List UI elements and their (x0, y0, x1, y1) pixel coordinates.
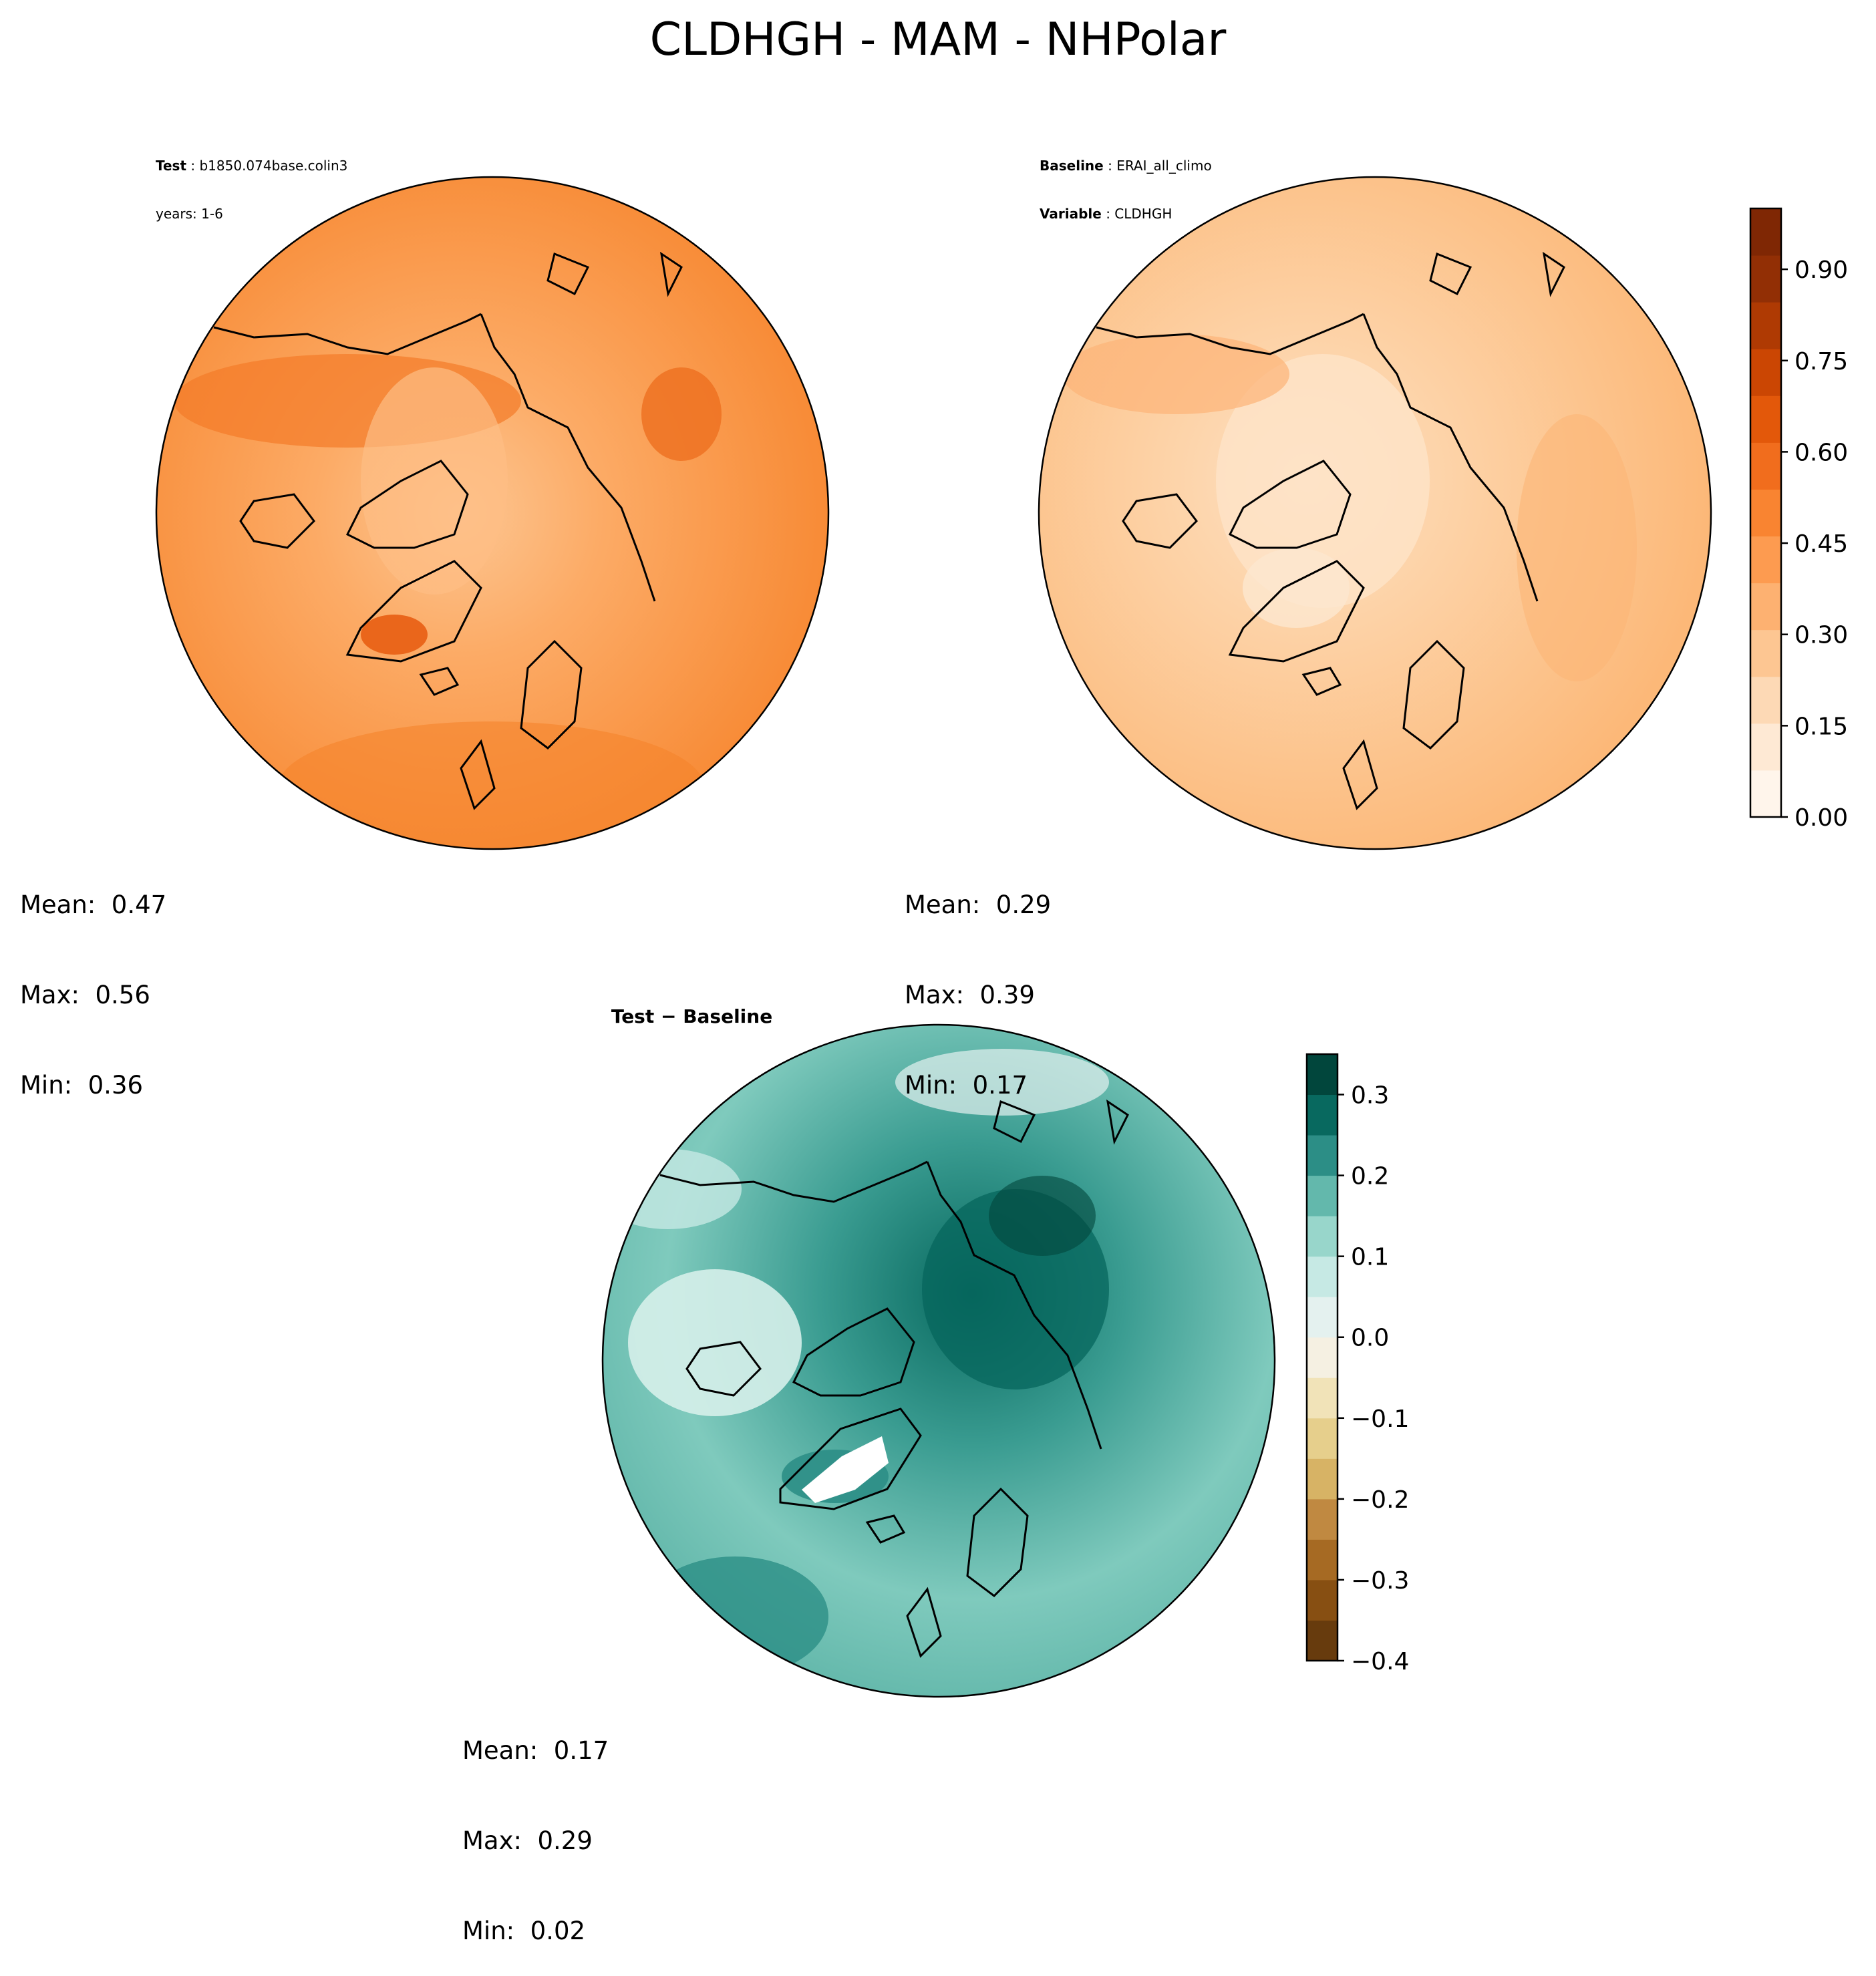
difference-map-background (603, 1025, 1275, 1697)
figure: CLDHGH - MAM - NHPolar (155, 13, 1848, 1698)
variable-header-sep: : (1101, 206, 1115, 222)
test-map-contours (174, 354, 722, 849)
colorbar-diff-segment (1307, 1094, 1338, 1136)
colorbar-main-tick-label: 0.30 (1794, 622, 1848, 649)
variable-header-value: CLDHGH (1114, 206, 1172, 222)
colorbar-diff-segment (1307, 1620, 1338, 1661)
colorbar-main-tick-label: 0.60 (1794, 439, 1848, 466)
colorbar-diff-tick-label: 0.1 (1351, 1244, 1389, 1271)
baseline-header-line-2: Variable : CLDHGH (1040, 206, 1212, 222)
colorbar-main-tick-label: 0.15 (1794, 713, 1848, 740)
colorbar-main-segment (1750, 489, 1781, 537)
colorbar-diff-segment (1307, 1256, 1338, 1297)
baseline-header: Baseline : ERAI_all_climo Variable : CLD… (1040, 126, 1212, 238)
baseline-map-panel (1038, 176, 1712, 850)
test-map-border (155, 176, 830, 850)
colorbar-diff-segment (1307, 1458, 1338, 1500)
colorbar-diff-segment (1307, 1498, 1338, 1540)
colorbar-main-segment (1750, 349, 1781, 396)
colorbar-diff-tick-label: 0.0 (1351, 1325, 1389, 1352)
baseline-min: Min: 0.17 (905, 1071, 1028, 1100)
baseline-map-border (1038, 176, 1712, 850)
colorbar-diff-segment (1307, 1418, 1338, 1459)
colorbar-diff-segment (1307, 1135, 1338, 1176)
baseline-map-contours (1062, 334, 1637, 681)
colorbar-diff-tick-label: 0.3 (1351, 1082, 1389, 1110)
colorbar-diff-segment (1307, 1579, 1338, 1621)
colorbar-main-segment (1750, 629, 1781, 677)
test-header-sep: : (186, 158, 200, 174)
colorbar-main-border (1749, 207, 1782, 818)
test-header: Test : b1850.074base.colin3 years: 1-6 (156, 126, 347, 238)
difference-mean: Mean: 0.17 (462, 1736, 609, 1765)
colorbar-diff-segment (1307, 1377, 1338, 1419)
baseline-coastlines (1096, 251, 1565, 810)
baseline-stats: Mean: 0.29 Max: 0.39 Min: 0.17 (905, 830, 1051, 1130)
test-max: Max: 0.56 (20, 981, 150, 1009)
colorbar-diff-segment (1307, 1054, 1338, 1096)
colorbar-diff-tick-label: 0.2 (1351, 1163, 1389, 1190)
test-stats: Mean: 0.47 Max: 0.56 Min: 0.36 (20, 830, 166, 1130)
colorbar-main-tick-label: 0.45 (1794, 530, 1848, 558)
test-mean: Mean: 0.47 (20, 890, 167, 919)
colorbar-diff-segment (1307, 1216, 1338, 1257)
colorbar-main-segment (1750, 395, 1781, 443)
colorbar-diff-segment (1307, 1175, 1338, 1216)
colorbar-diff-tick-label: −0.1 (1351, 1406, 1409, 1433)
difference-min: Min: 0.02 (462, 1917, 586, 1945)
colorbar-main-segment (1750, 302, 1781, 349)
difference-map-border (601, 1023, 1276, 1698)
colorbar-main-segment (1750, 255, 1781, 303)
test-header-line-1: Test : b1850.074base.colin3 (156, 158, 347, 174)
baseline-header-key: Baseline (1040, 158, 1104, 174)
colorbar-main-tick-label: 0.00 (1794, 804, 1848, 832)
colorbar-diff-tick-label: −0.2 (1351, 1486, 1409, 1514)
baseline-header-line-1: Baseline : ERAI_all_climo (1040, 158, 1212, 174)
test-map-panel (155, 176, 830, 850)
test-header-case: b1850.074base.colin3 (199, 158, 348, 174)
colorbar-diff-segment (1307, 1337, 1338, 1378)
figure-title: CLDHGH - MAM - NHPolar (650, 13, 1227, 66)
colorbar-difference: 0.3 0.2 0.1 0.0 −0.1 −0.2 −0.3 −0.4 (1305, 1053, 1409, 1675)
colorbar-main-tick-label: 0.75 (1794, 348, 1848, 375)
colorbar-diff-segment (1307, 1297, 1338, 1338)
colorbar-main-segment (1750, 723, 1781, 771)
test-coastlines (213, 251, 683, 810)
colorbar-main-tick-label: 0.90 (1794, 257, 1848, 284)
difference-stats: Mean: 0.17 Max: 0.29 Min: 0.02 (462, 1675, 609, 1976)
variable-header-key: Variable (1040, 206, 1102, 222)
difference-header: Test − Baseline (599, 985, 772, 1027)
baseline-mean: Mean: 0.29 (905, 890, 1052, 919)
colorbar-main-segment (1750, 208, 1781, 256)
difference-coastlines (659, 1099, 1129, 1658)
baseline-max: Max: 0.39 (905, 981, 1035, 1009)
colorbar-main-segment (1750, 770, 1781, 818)
colorbar-main-segment (1750, 442, 1781, 490)
colorbar-diff-border (1305, 1053, 1339, 1662)
baseline-header-case: ERAI_all_climo (1116, 158, 1212, 174)
colorbar-main: 0.00 0.15 0.30 0.45 0.60 0.75 0.90 (1749, 207, 1848, 832)
difference-header-label: Test − Baseline (611, 1005, 773, 1027)
test-header-line-2: years: 1-6 (156, 206, 223, 222)
colorbar-diff-tick-label: −0.3 (1351, 1567, 1409, 1595)
colorbar-diff-segment (1307, 1539, 1338, 1581)
colorbar-main-segment (1750, 676, 1781, 724)
test-min: Min: 0.36 (20, 1071, 144, 1100)
difference-max: Max: 0.29 (462, 1826, 593, 1855)
colorbar-diff-tick-label: −0.4 (1351, 1648, 1409, 1675)
colorbar-main-segment (1750, 583, 1781, 631)
baseline-header-sep: : (1103, 158, 1117, 174)
colorbar-main-segment (1750, 536, 1781, 584)
test-header-key: Test (156, 158, 187, 174)
